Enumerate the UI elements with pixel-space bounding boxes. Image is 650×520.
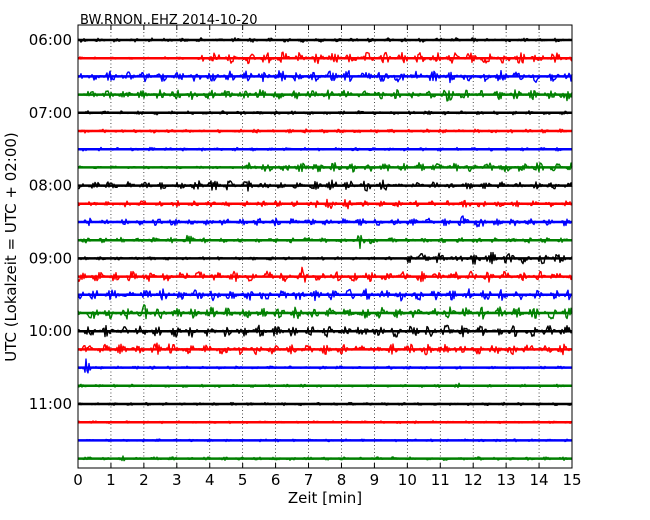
x-tick-label: 12 [464,471,483,489]
y-axis-label: UTC (Lokalzeit = UTC + 02:00) [2,132,20,362]
x-tick-label: 6 [271,471,281,489]
x-tick-label: 4 [205,471,215,489]
x-axis-label: Zeit [min] [288,489,362,507]
x-gridlines [110,25,540,468]
y-tick-label: 11:00 [29,395,72,413]
x-tick-label: 9 [370,471,380,489]
x-tick-label: 7 [304,471,314,489]
x-tick-label: 10 [398,471,417,489]
x-tick-label: 5 [238,471,248,489]
chart-title: BW.RNON..EHZ 2014-10-20 [80,13,258,28]
x-tick-label: 0 [73,471,83,489]
y-axis-ticks: 06:00 07:00 08:00 09:00 10:00 11:00 [29,31,572,413]
y-tick-label: 09:00 [29,249,72,267]
seismic-traces [77,37,573,462]
x-axis-ticks: 0 1 2 3 4 5 6 7 8 9 10 11 12 13 14 15 [73,25,582,489]
y-tick-label: 06:00 [29,31,72,49]
x-tick-label: 15 [562,471,581,489]
x-tick-label: 14 [530,471,549,489]
plot-frame [77,24,573,469]
y-tick-label: 10:00 [29,322,72,340]
x-tick-label: 1 [106,471,116,489]
x-tick-label: 3 [172,471,182,489]
x-tick-label: 8 [337,471,347,489]
y-tick-label: 08:00 [29,177,72,195]
x-tick-label: 2 [139,471,149,489]
y-tick-label: 07:00 [29,104,72,122]
x-tick-label: 11 [431,471,450,489]
x-tick-label: 13 [497,471,516,489]
